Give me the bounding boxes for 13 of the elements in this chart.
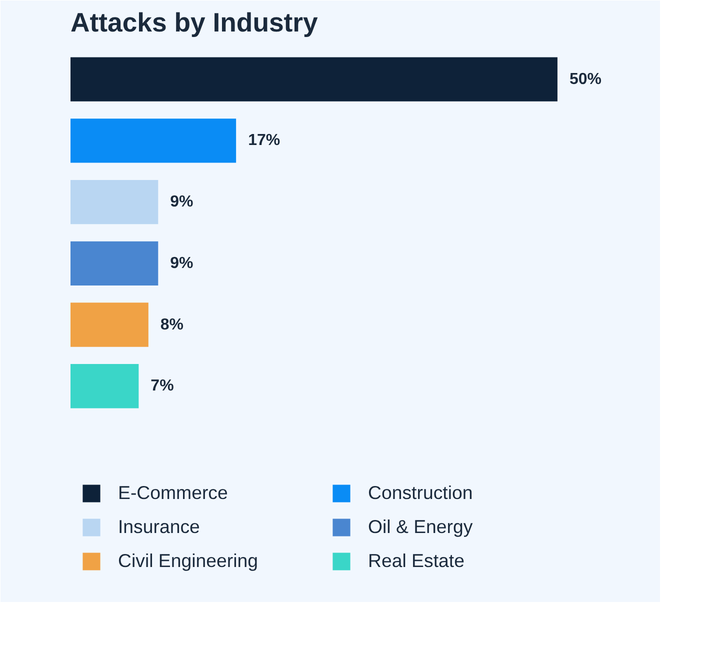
legend-label: Insurance [118,516,201,538]
legend-label: Construction [368,482,474,504]
data-label: 9% [170,194,194,211]
legend-label: E-Commerce [118,482,229,504]
legend-label: Civil Engineering [118,550,259,572]
data-label: 17% [248,132,280,150]
legend-label: Oil & Energy [368,516,474,538]
data-label: 9% [170,254,194,272]
data-label: 8% [160,316,184,334]
data-label: 50% [569,70,602,88]
legend-label: Real Estate [368,550,466,572]
chart-title: Attacks by Industry [70,8,318,38]
data-label: 7% [150,378,174,395]
